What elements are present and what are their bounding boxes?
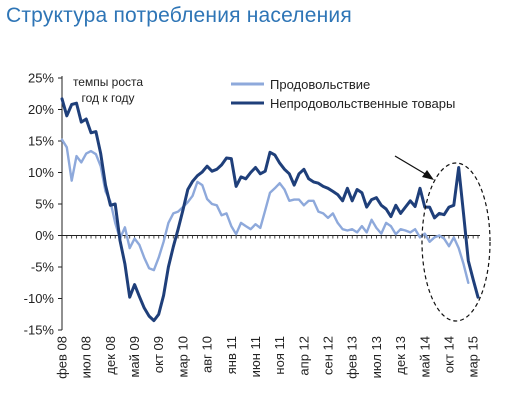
x-tick-label: авг 10: [200, 336, 215, 373]
legend-label-nonfood: Непродовольственные товары: [270, 96, 455, 111]
x-tick-label: фев 13: [345, 336, 360, 379]
series-line-food: [60, 138, 470, 284]
y-tick-label: 5%: [35, 197, 54, 212]
x-tick-label: мар 15: [466, 336, 481, 377]
annotation-arrow-shaft: [394, 155, 428, 176]
legend: Продовольствие Непродовольственные товар…: [231, 77, 455, 111]
legend-label-food: Продовольствие: [270, 77, 370, 92]
x-tick-label: дек 08: [103, 336, 118, 375]
x-tick-label: июл 08: [79, 336, 94, 378]
x-tick-label: фев 08: [55, 336, 70, 379]
annotation-dashed-ellipse: [421, 162, 491, 322]
x-tick-label: июн 11: [248, 336, 263, 377]
y-tick-label: -10%: [24, 291, 55, 306]
x-tick-label: мар 10: [175, 336, 190, 377]
y-axis: 25% 20% 15% 10% 5% 0% -5% -10% -15%: [24, 71, 63, 338]
x-tick-label: сен 12: [321, 336, 336, 375]
chart-title: Структура потребления населения: [6, 4, 352, 27]
note-line-1: темпы роста: [73, 75, 143, 89]
x-tick-label: май 09: [127, 336, 142, 378]
x-axis: фев 08 июл 08 дек 08 май 09 окт 09 мар 10 авг …: [55, 235, 481, 379]
y-tick-label: 10%: [28, 165, 54, 180]
x-tick-label: дек 13: [393, 336, 408, 375]
chart-note: темпы роста год к году: [73, 75, 143, 105]
x-tick-label: окт 09: [151, 336, 166, 373]
y-tick-label: 20%: [28, 102, 54, 117]
y-tick-label: -5%: [31, 260, 55, 275]
note-line-2: год к году: [82, 91, 135, 105]
x-tick-label: окт 14: [441, 336, 456, 373]
y-tick-label: -15%: [24, 323, 55, 338]
annotation-arrow-head: [422, 170, 434, 180]
x-tick-label: июл 13: [369, 336, 384, 378]
x-tick-label: май 14: [417, 336, 432, 378]
series-line-nonfood: [60, 97, 480, 323]
x-tick-label: янв 11: [224, 336, 239, 374]
y-tick-label: 25%: [28, 71, 54, 86]
series-lines: [60, 97, 480, 323]
annotations: [394, 155, 491, 322]
x-tick-label: апр 12: [296, 336, 311, 376]
y-tick-label: 15%: [28, 134, 54, 149]
x-tick-label: ноя 11: [272, 336, 287, 375]
y-tick-label: 0%: [35, 228, 54, 243]
